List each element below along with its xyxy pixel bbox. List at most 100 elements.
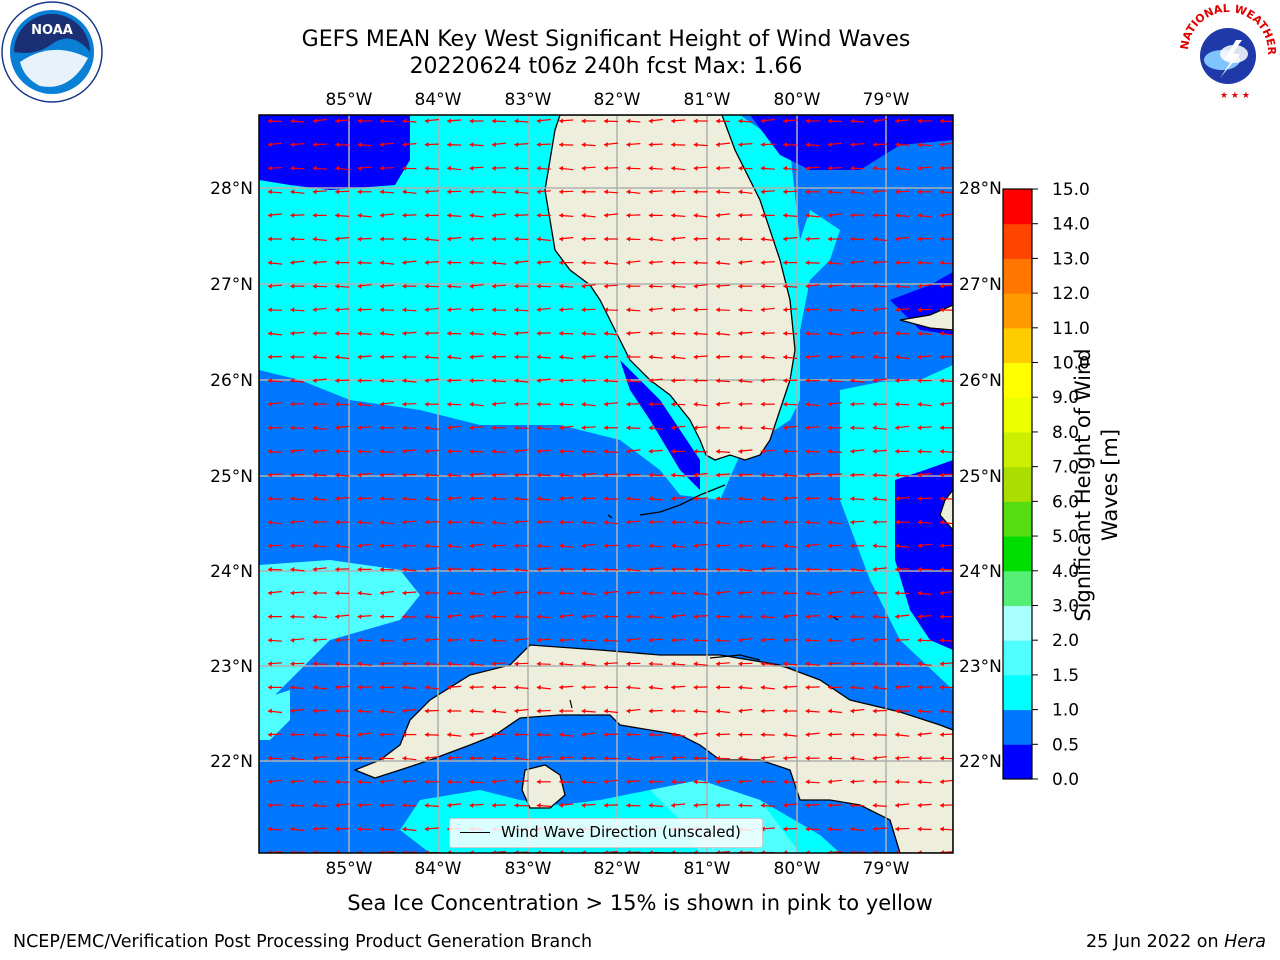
wave-arrow-head [380,684,384,690]
wave-arrow-head [917,189,922,195]
wave-arrow-head [917,142,922,148]
wave-arrow-head [895,330,900,336]
wave-arrow-head [290,826,295,832]
wave-arrow-head [536,661,541,667]
wave-arrow-head [581,708,586,714]
wave-arrow-head [872,378,877,384]
wave-arrow-head [536,307,541,313]
wave-arrow-head [760,283,765,289]
wave-arrow-head [312,496,317,502]
wave-arrow-head [917,283,922,289]
colorbar-segment [1003,223,1032,259]
wave-arrow-head [716,236,720,242]
wave-arrow-head [850,401,855,407]
wave-arrow-head [805,708,810,714]
colorbar-segment [1003,258,1032,294]
wave-arrow-head [536,165,541,171]
wave-band-1.5-2.0 [259,560,420,700]
wave-arrow-head [424,448,429,454]
wave-arrow-head [648,212,653,218]
wave-arrow-head [424,566,429,572]
wave-arrow-head [380,378,384,384]
wave-arrow-head [760,637,765,643]
wave-arrow-head [335,165,340,171]
wave-arrow-head [940,519,944,525]
wave-arrow-head [895,519,900,525]
wave-arrow-head [626,590,631,596]
wave-band-0.0-0.5 [895,460,953,650]
wave-arrow-head [335,708,340,714]
wave-arrow-head [648,519,653,525]
wave-arrow-head [380,330,384,336]
wave-arrow-head [648,802,653,808]
wave-arrow-head [380,779,384,785]
wave-arrow-head [604,401,608,407]
wave-arrow-head [671,590,676,596]
wave-arrow-head [402,448,407,454]
wave-arrow-head [626,260,631,266]
wave-arrow-head [312,189,317,195]
wave-arrow-head [760,661,765,667]
wave-arrow-head [357,283,362,289]
wave-arrow-head [536,118,541,124]
wave-arrow-head [514,283,519,289]
wave-arrow-head [312,826,317,832]
wave-arrow-head [626,165,631,171]
wave-arrow-head [693,189,698,195]
wave-arrow-head [402,330,407,336]
wave-arrow-head [671,543,676,549]
wave-arrow-head [424,472,429,478]
wave-arrow-head [940,708,944,714]
lat-label-right: 24°N [959,562,1002,582]
wave-arrow-head [648,189,653,195]
wave-arrow-head [738,260,743,266]
wave-arrow-head [447,142,452,148]
wave-arrow-head [536,236,541,242]
wave-arrow-head [357,189,362,195]
wave-arrow-head [581,401,586,407]
wave-arrow-head [828,684,832,690]
wave-arrow-head [559,802,564,808]
lon-labels-top: 85°W 84°W 83°W 82°W 81°W 80°W 79°W [326,90,910,110]
wave-arrow-head [738,189,743,195]
wave-arrow-head [648,378,653,384]
wave-arrow-head [828,118,832,124]
wave-arrow-head [738,708,743,714]
wave-arrow-head [760,755,765,761]
wave-arrow-head [716,212,720,218]
wave-arrow-head [671,236,676,242]
wave-arrow-head [469,614,474,620]
wave-arrow-head [492,307,496,313]
wave-arrow-head [626,708,631,714]
wave-arrow-head [380,826,384,832]
wave-arrow-head [492,472,496,478]
wave-arrow-head [895,566,900,572]
wave-arrow-head [268,378,272,384]
wave-arrow-head [268,212,272,218]
colorbar-segment [1003,327,1032,364]
wave-arrow-head [693,283,698,289]
wave-arrow-head [760,165,765,171]
wave-arrow-head [671,425,676,431]
wave-arrow-head [447,614,452,620]
wave-arrow-head [648,165,653,171]
nws-star-icon: ★ ★ ★ [1220,91,1250,101]
wave-arrow-head [447,519,452,525]
wave-arrow-head [469,472,474,478]
wave-arrow-head [335,590,340,596]
wave-arrow-head [760,779,765,785]
wave-arrow-head [693,637,698,643]
wave-arrow-head [312,142,317,148]
wave-arrow-head [940,802,944,808]
colorbar-segment [1003,466,1032,502]
wave-arrow-head [895,212,900,218]
wave-arrow-head [872,260,877,266]
wave-arrow-head [872,614,877,620]
wave-arrow-head [357,614,362,620]
wave-arrow-head [648,566,653,572]
lat-labels-left: 28°N 27°N 26°N 25°N 24°N 23°N 22°N [210,179,253,772]
lat-label-left: 24°N [210,562,253,582]
wave-arrow-head [604,779,608,785]
wave-arrow-head [536,519,541,525]
wave-arrow-head [335,661,340,667]
